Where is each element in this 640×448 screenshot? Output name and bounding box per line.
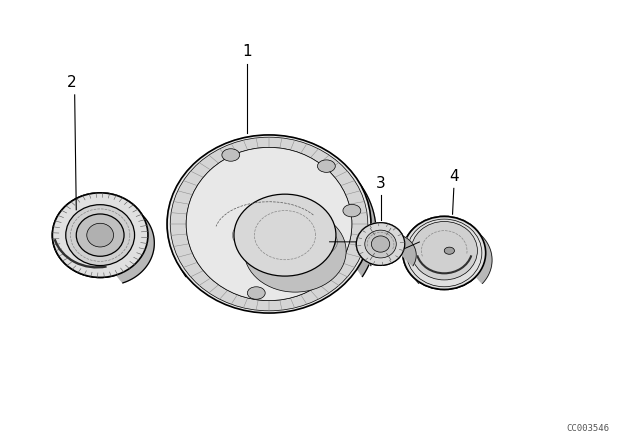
Text: 2: 2	[67, 75, 76, 90]
Ellipse shape	[52, 193, 148, 277]
Text: 3: 3	[376, 176, 385, 190]
Ellipse shape	[167, 135, 371, 313]
Ellipse shape	[356, 223, 404, 265]
Polygon shape	[403, 216, 492, 284]
Ellipse shape	[76, 214, 124, 256]
Ellipse shape	[234, 194, 336, 276]
Polygon shape	[356, 223, 416, 266]
Ellipse shape	[317, 160, 335, 172]
Ellipse shape	[343, 204, 361, 217]
Polygon shape	[84, 193, 154, 283]
Ellipse shape	[52, 193, 148, 277]
Ellipse shape	[66, 205, 134, 266]
Ellipse shape	[222, 149, 240, 161]
Ellipse shape	[87, 223, 113, 247]
Ellipse shape	[403, 216, 486, 289]
Ellipse shape	[247, 287, 265, 299]
Ellipse shape	[444, 247, 454, 254]
Polygon shape	[167, 135, 376, 276]
Ellipse shape	[186, 147, 352, 301]
Ellipse shape	[411, 221, 477, 280]
Ellipse shape	[356, 223, 404, 265]
Ellipse shape	[365, 230, 396, 258]
Text: CC003546: CC003546	[566, 424, 609, 433]
Ellipse shape	[186, 147, 352, 301]
Ellipse shape	[403, 216, 486, 289]
Ellipse shape	[244, 210, 346, 292]
Text: 4: 4	[449, 169, 459, 184]
Ellipse shape	[170, 137, 368, 311]
Ellipse shape	[371, 236, 390, 252]
Text: 1: 1	[242, 44, 252, 59]
